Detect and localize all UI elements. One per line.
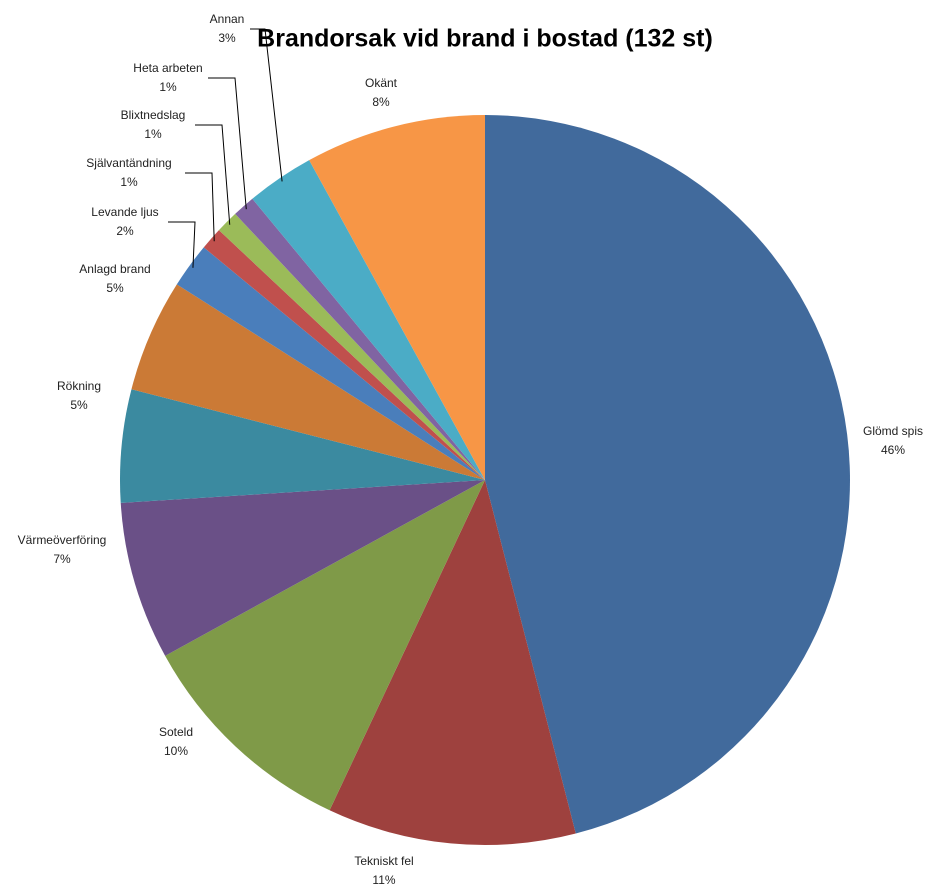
leader-line xyxy=(195,124,231,225)
pie-slice xyxy=(235,198,485,480)
pie-slice xyxy=(176,247,485,480)
data-label-name: Glömd spis xyxy=(863,424,923,438)
pie-slice xyxy=(131,284,485,480)
leader-line xyxy=(208,77,247,210)
data-label-value: 11% xyxy=(372,873,395,886)
pie-slice xyxy=(165,480,485,811)
data-label-value: 3% xyxy=(218,31,236,45)
data-label-name: Annan xyxy=(210,12,245,26)
data-label-value: 2% xyxy=(116,224,134,238)
data-label-name: Rökning xyxy=(57,379,101,393)
pie-slice xyxy=(120,480,485,656)
data-label-value: 1% xyxy=(159,80,177,94)
pie-slice xyxy=(329,480,576,845)
data-label-value: 46% xyxy=(881,443,905,457)
data-label-name: Okänt xyxy=(365,76,398,90)
data-label-name: Tekniskt fel xyxy=(354,854,413,868)
leader-line xyxy=(168,221,196,268)
pie-slice xyxy=(218,213,485,480)
data-label-value: 1% xyxy=(144,127,162,141)
data-label-name: Blixtnedslag xyxy=(121,108,186,122)
data-label-name: Värmeöverföring xyxy=(18,533,107,547)
pie-slice xyxy=(309,115,485,480)
pie-slice xyxy=(252,160,485,480)
pie-slice xyxy=(203,230,485,480)
data-label-value: 7% xyxy=(53,552,71,566)
data-label-name: Soteld xyxy=(159,725,193,739)
data-label-value: 5% xyxy=(106,281,124,295)
data-label-name: Heta arbeten xyxy=(133,61,202,75)
pie-slice xyxy=(485,115,851,834)
data-label-name: Självantändning xyxy=(86,156,171,170)
chart-title: Brandorsak vid brand i bostad (132 st) xyxy=(257,25,713,53)
data-label-value: 8% xyxy=(372,95,390,109)
data-label-name: Anlagd brand xyxy=(79,262,150,276)
pie-slice xyxy=(120,389,486,503)
data-label-value: 10% xyxy=(164,744,188,758)
data-label-name: Levande ljus xyxy=(91,205,158,219)
leader-line xyxy=(250,28,283,182)
data-label-value: 1% xyxy=(120,175,138,189)
leader-line xyxy=(185,172,215,242)
data-label-value: 5% xyxy=(70,398,88,412)
